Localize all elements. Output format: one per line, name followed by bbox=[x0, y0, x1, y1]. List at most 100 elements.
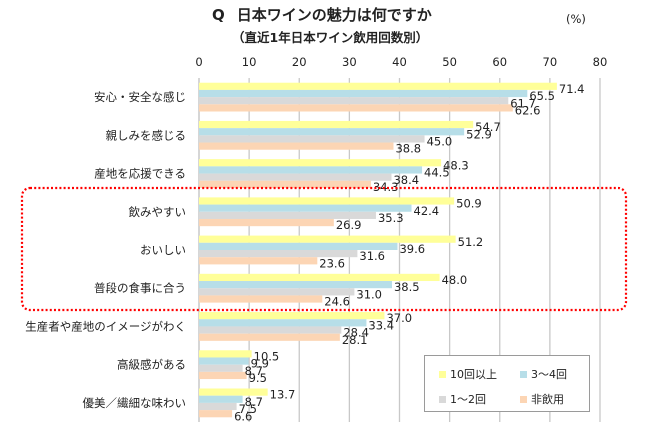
value-label: 54.7 bbox=[475, 120, 501, 134]
x-tick-label: 60 bbox=[492, 55, 507, 69]
bar bbox=[199, 128, 465, 136]
x-tick-label: 20 bbox=[292, 55, 307, 69]
bar bbox=[199, 197, 455, 205]
highlight-box bbox=[20, 186, 628, 312]
value-label: 9.5 bbox=[249, 371, 267, 385]
question-label: Q bbox=[212, 6, 225, 24]
legend-item: 1〜2回 bbox=[439, 391, 486, 407]
bar bbox=[199, 142, 394, 150]
category-labels: 安心・安全な感じ親しみを感じる産地を応援できる飲みやすいおいしい普段の食事に合う… bbox=[25, 90, 186, 410]
bar bbox=[199, 97, 509, 105]
bar bbox=[199, 364, 243, 372]
x-tick-label: 50 bbox=[442, 55, 457, 69]
value-label: 31.6 bbox=[359, 249, 385, 263]
value-label: 7.5 bbox=[239, 402, 257, 416]
bar bbox=[199, 135, 425, 143]
bar bbox=[199, 82, 557, 90]
value-label: 33.4 bbox=[368, 318, 394, 332]
value-label: 52.9 bbox=[466, 127, 492, 141]
bar bbox=[199, 204, 412, 212]
bar bbox=[199, 333, 340, 341]
value-label: 24.6 bbox=[324, 295, 350, 309]
value-label: 61.7 bbox=[510, 96, 536, 110]
legend-label: 10回以上 bbox=[450, 368, 497, 381]
legend-item: 非飲用 bbox=[520, 391, 564, 407]
value-label: 39.6 bbox=[399, 242, 425, 256]
value-label: 8.7 bbox=[245, 364, 263, 378]
legend-label: 非飲用 bbox=[531, 393, 564, 406]
value-label: 35.3 bbox=[378, 211, 404, 225]
bar bbox=[199, 295, 323, 303]
bar bbox=[199, 159, 442, 167]
bar bbox=[199, 371, 247, 380]
bar bbox=[199, 166, 423, 174]
x-tick-labels: 0 10 20 30 40 50 60 70 80 bbox=[195, 55, 607, 69]
value-label: 37.0 bbox=[386, 311, 412, 325]
value-label: 62.6 bbox=[515, 104, 541, 118]
bar bbox=[199, 218, 334, 227]
bar bbox=[199, 402, 237, 411]
category-label: 優美／繊細な味わい bbox=[83, 396, 187, 410]
value-label: 45.0 bbox=[427, 135, 453, 149]
bar bbox=[199, 180, 371, 188]
category-label: 生産者や産地のイメージがわく bbox=[25, 319, 186, 333]
legend-label: 1〜2回 bbox=[450, 393, 486, 406]
category-label: 普段の食事に合う bbox=[94, 281, 186, 295]
x-tick-label: 80 bbox=[593, 55, 608, 69]
bar bbox=[199, 350, 252, 358]
value-label: 9.9 bbox=[251, 357, 269, 371]
bar bbox=[199, 395, 243, 403]
bar bbox=[199, 357, 249, 365]
value-label: 6.6 bbox=[234, 409, 252, 423]
title-text: 日本ワインの魅力は何ですか bbox=[236, 6, 432, 24]
bar bbox=[199, 326, 342, 334]
legend: 10回以上 3〜4回 1〜2回 非飲用 bbox=[424, 355, 590, 412]
value-label: 23.6 bbox=[319, 256, 345, 270]
category-label: 産地を応援できる bbox=[94, 167, 186, 181]
category-label: 安心・安全な感じ bbox=[94, 90, 186, 104]
x-tick-label: 30 bbox=[342, 55, 357, 69]
legend-swatch bbox=[439, 370, 446, 378]
value-label: 38.5 bbox=[394, 280, 420, 294]
bar bbox=[199, 211, 376, 219]
bar bbox=[199, 257, 318, 265]
bar bbox=[199, 288, 355, 296]
value-label: 10.5 bbox=[254, 349, 280, 363]
value-label: 42.4 bbox=[414, 204, 440, 218]
bar bbox=[199, 319, 367, 327]
category-label: おいしい bbox=[140, 243, 186, 257]
bar bbox=[199, 273, 440, 282]
value-label: 28.4 bbox=[343, 326, 369, 340]
category-label: 親しみを感じる bbox=[106, 128, 187, 142]
legend-swatch bbox=[520, 395, 527, 403]
legend-item: 3〜4回 bbox=[520, 366, 567, 382]
category-label: 高級感がある bbox=[117, 358, 186, 372]
bar bbox=[199, 120, 474, 129]
bar bbox=[199, 242, 398, 250]
value-labels: 71.4 65.561.762.6 54.752.9 45.0 38.8 48.344.5… bbox=[234, 82, 584, 423]
bar bbox=[199, 388, 268, 396]
bar bbox=[199, 89, 528, 98]
bar bbox=[199, 104, 513, 112]
value-label: 48.3 bbox=[443, 158, 469, 172]
unit-label: (%) bbox=[566, 12, 586, 26]
bar bbox=[199, 250, 358, 258]
value-label: 65.5 bbox=[529, 89, 555, 103]
bar bbox=[199, 281, 392, 289]
legend-label: 3〜4回 bbox=[531, 368, 567, 381]
value-label: 8.7 bbox=[245, 395, 263, 409]
bar bbox=[199, 235, 456, 243]
value-label: 38.4 bbox=[393, 173, 419, 187]
bar bbox=[199, 312, 385, 320]
x-tick-label: 70 bbox=[543, 55, 558, 69]
legend-swatch bbox=[439, 395, 446, 403]
value-label: 51.2 bbox=[458, 235, 484, 249]
value-label: 38.8 bbox=[395, 142, 421, 156]
value-label: 28.1 bbox=[342, 333, 368, 347]
chart-subtitle: （直近1年日本ワイン飲用回数別） bbox=[232, 30, 429, 45]
value-label: 34.3 bbox=[373, 180, 399, 194]
legend-swatch bbox=[520, 370, 527, 378]
chart-title: Q 日本ワインの魅力は何ですか bbox=[212, 4, 432, 25]
bar bbox=[199, 410, 233, 418]
value-label: 50.9 bbox=[456, 197, 482, 211]
